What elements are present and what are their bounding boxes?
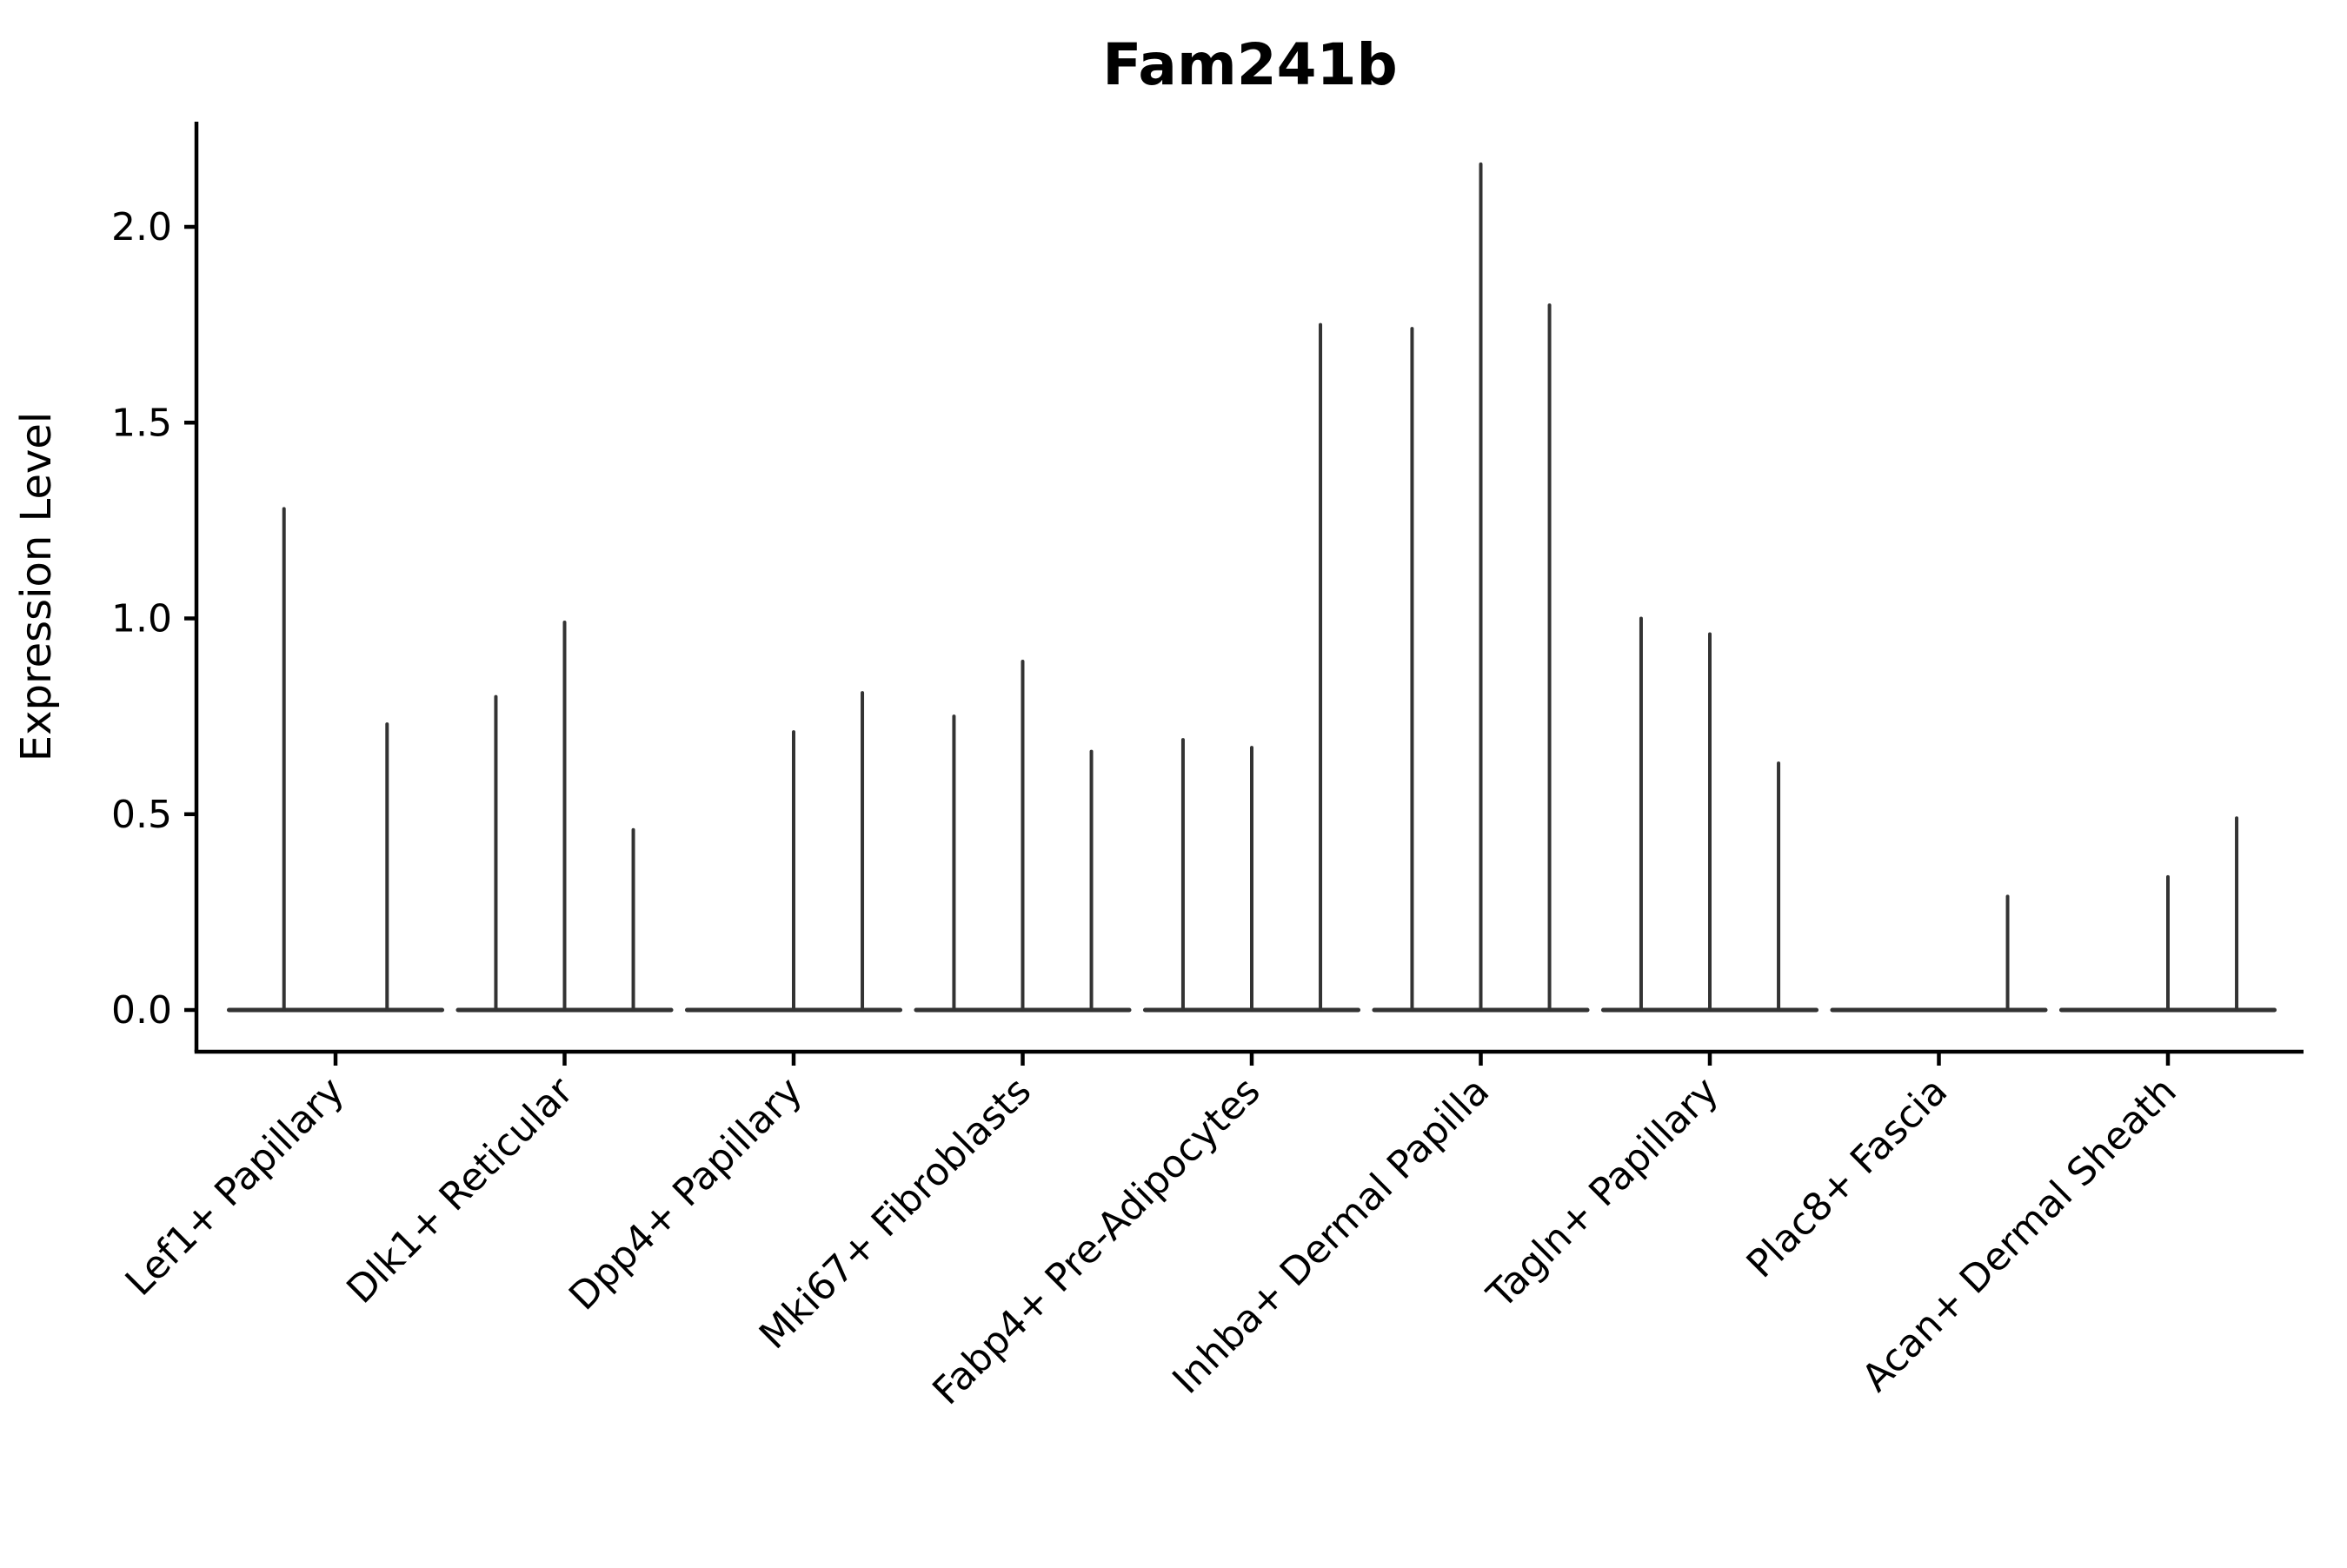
y-tick-label: 2.0 xyxy=(111,205,172,249)
y-axis-label: Expression Level xyxy=(12,412,61,762)
violin-group xyxy=(455,621,674,1013)
y-axis-ticks: 0.0 0.5 1.0 1.5 2.0 xyxy=(111,205,196,1033)
violins-layer xyxy=(226,162,2277,1013)
violin-group xyxy=(1372,162,1590,1013)
violin-group xyxy=(2058,816,2277,1013)
x-tick-label: Dpp4+ Papillary xyxy=(561,1069,811,1319)
violin-group xyxy=(1830,894,2048,1013)
x-tick-label: Lef1+ Papillary xyxy=(117,1069,353,1305)
x-tick-label: Plac8+ Fascia xyxy=(1739,1069,1957,1287)
y-tick-label: 1.0 xyxy=(111,597,172,641)
y-tick-label: 0.5 xyxy=(111,793,172,837)
y-tick-label: 0.0 xyxy=(111,988,172,1033)
x-tick-label: Dlk1+ Reticular xyxy=(338,1068,582,1312)
x-tick-label: Tagln+ Papillary xyxy=(1479,1069,1727,1318)
violin-group xyxy=(684,691,903,1013)
violin-group xyxy=(1600,616,1819,1013)
violin-group xyxy=(914,660,1132,1013)
y-tick-label: 1.5 xyxy=(111,401,172,445)
violin-group xyxy=(226,507,445,1013)
axes-spines xyxy=(194,122,2304,1054)
chart-title: Fam241b xyxy=(1102,31,1398,98)
violin-group xyxy=(1142,322,1361,1013)
